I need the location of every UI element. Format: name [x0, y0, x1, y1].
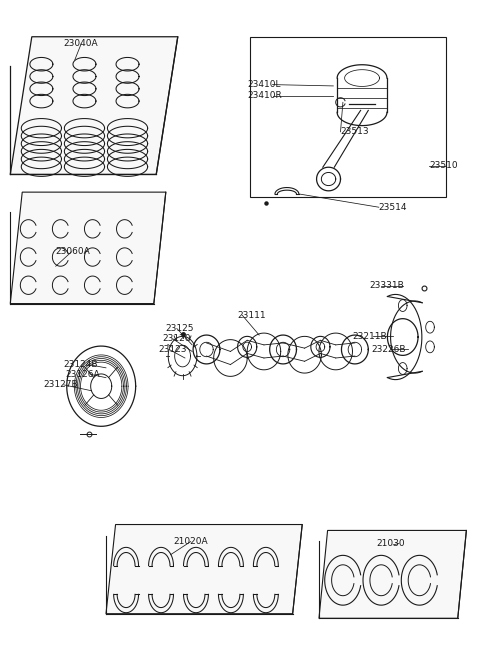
Text: 21030: 21030 — [376, 539, 405, 548]
Text: 23120: 23120 — [162, 334, 191, 344]
Bar — [250, 37, 446, 197]
Text: 23410L: 23410L — [247, 80, 281, 89]
Text: 23331B: 23331B — [369, 281, 404, 290]
Text: 21020A: 21020A — [173, 537, 208, 546]
Text: 23510: 23510 — [429, 162, 457, 170]
Text: 23060A: 23060A — [56, 246, 91, 256]
Text: 23125: 23125 — [166, 324, 194, 333]
Text: 23226B: 23226B — [372, 345, 406, 354]
Text: 23410R: 23410R — [247, 91, 282, 101]
Text: 23111: 23111 — [238, 311, 266, 320]
Text: 23123: 23123 — [158, 345, 187, 354]
Text: 23513: 23513 — [340, 127, 369, 136]
Text: 23124B: 23124B — [63, 360, 97, 369]
Polygon shape — [106, 524, 302, 614]
Polygon shape — [319, 530, 467, 618]
Text: 23211B: 23211B — [352, 332, 387, 341]
Text: 23040A: 23040A — [63, 39, 97, 48]
Polygon shape — [10, 37, 178, 174]
Text: 23127B: 23127B — [44, 380, 78, 390]
Text: 23126A: 23126A — [65, 370, 100, 379]
Polygon shape — [10, 192, 166, 304]
Text: 23514: 23514 — [379, 203, 408, 212]
